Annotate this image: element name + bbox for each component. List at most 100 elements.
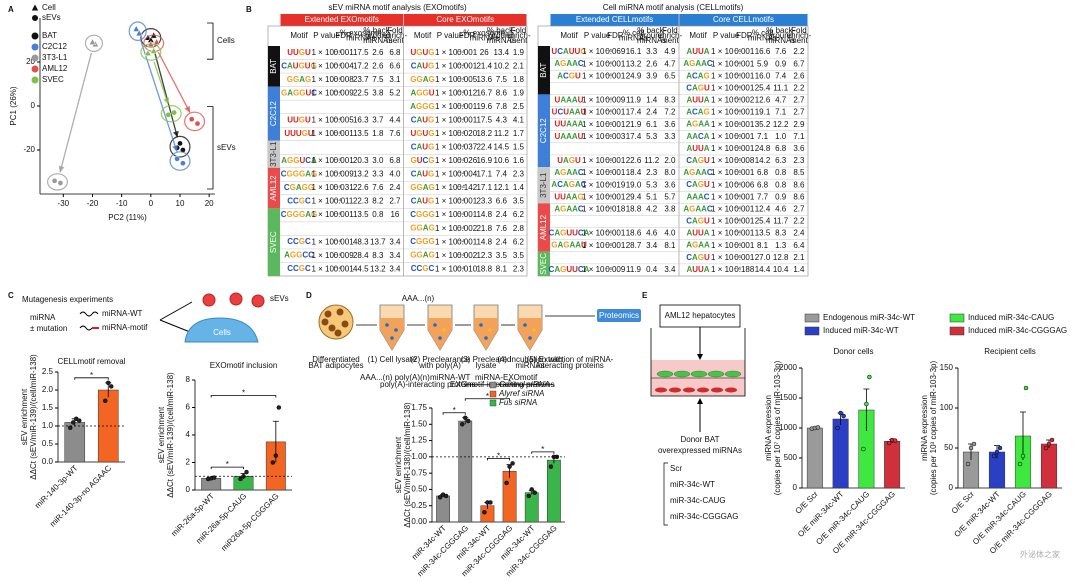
protein [523,323,527,327]
motif: AGAAC [554,59,584,68]
column-header: ment [510,36,529,45]
adipocyte [324,310,332,318]
y-tick-label: -20 [23,145,35,154]
y-tick-label: 2 [186,458,191,467]
y-axis-label: miRNA expression [764,395,773,461]
data-point [864,401,869,407]
diagram-label: miRNA-motif [102,323,148,332]
table-cell: 7.6 [389,129,401,138]
table-cell: 6.8 [389,156,401,165]
table-cell: 4.6 [775,205,787,214]
table-cell: 2.2 [793,217,805,226]
protein [390,336,394,340]
table-cell: 18.8 [476,264,492,273]
step-label: Differentiated [312,355,359,364]
group-ellipse [84,34,104,52]
table-cell: 8.3 [775,229,787,238]
table-cell: 3.7 [372,116,384,125]
motif: AGGCC [284,251,314,260]
table-cell: 17.5 [476,116,492,125]
construct-label: miR-34c-CAUG [670,496,726,505]
significance-bracket [464,398,510,401]
legend-label: sEVs [42,13,61,22]
table-cell: 0.9 [775,192,787,201]
column-header: miRNAs [346,34,375,43]
motif: AAAC [686,192,709,201]
table-cell: 1.8 [372,129,384,138]
group-ellipse [169,151,191,171]
motif: AUUA [686,96,709,105]
table-cell: 2.6 [793,71,805,80]
table-cell: 1.3 [775,241,787,250]
table-cell: 18.4 [626,168,642,177]
column-header: FDR [459,31,476,40]
data-point [994,449,1000,455]
table-cell: 0.001 [734,241,755,250]
legend-swatch [489,381,497,389]
table-cell: 13.2 [370,264,386,273]
table-cell: 6.2 [513,210,525,219]
y-tick-label: 1.5 [42,403,54,412]
arrow [159,301,193,321]
table-cell: 1 × 10⁻⁴ [582,265,613,274]
table-cell: 0.020 [457,129,478,138]
table-cell: 17.2 [353,61,369,70]
table-cell: 0.001 [605,59,626,68]
legend-label: C2C12 [42,42,67,51]
table-cell: 1 × 10⁻⁴ [711,132,742,141]
table-cell: 1 × 10⁻⁴ [311,88,342,97]
panel-label: A [8,5,14,14]
table-cell: 5.3 [646,180,658,189]
x-tick-label: 0 [149,199,154,208]
table-cell: 0.001 [457,116,478,125]
table-cell: 0.001 [605,229,626,238]
table-cell: 16.9 [476,156,492,165]
table-cell: 0.001 [605,192,626,201]
table-cell: 0.001 [734,120,755,129]
table-cell: 0.001 [734,217,755,226]
table-cell: 4.7 [775,96,787,105]
data-point [886,440,892,446]
table-cell: 12.6 [755,96,771,105]
motif: ACAG [686,108,710,117]
motif: GGAG [410,224,434,233]
data-point [77,418,82,423]
legend-marker [31,54,39,62]
legend-swatch [804,313,820,323]
table-cell: 28.7 [626,241,642,250]
table-cell: 35.2 [755,120,771,129]
vesicle [229,292,243,306]
data-point [466,418,471,424]
data-point [504,480,509,486]
motif: ACAG [686,71,710,80]
table-cell: 20.3 [353,156,369,165]
data-point [835,425,840,431]
table-cell: 0.019 [605,180,626,189]
motif: GAGGUC [281,88,317,97]
table-cell: 16.6 [755,47,771,56]
point [132,24,140,32]
column-header: enrich- [383,31,408,40]
table-cell: 22.5 [353,88,369,97]
table-cell: 4.7 [664,59,676,68]
data-point [270,460,276,465]
table-cell: 6.8 [757,168,769,177]
legend-marker [31,76,39,84]
data-point [838,410,843,416]
table-cell: 4.1 [513,116,525,125]
y-tick-label: 1.75 [411,403,427,412]
table-cell: 4.6 [646,229,658,238]
table-cell: 0.001 [605,241,626,250]
column-header: enrich- [658,31,683,40]
y-tick-label: 0 [186,485,191,494]
protein [433,323,437,327]
table-cell: 13.2 [626,59,642,68]
column-header: ment [790,36,809,45]
motif: CAUGUG [281,61,317,70]
table-cell: 0.002 [457,224,478,233]
motif: UUUGU [284,129,314,138]
group-label: BAT [539,63,548,78]
column-header: P value [713,31,740,40]
table-cell: 2.2 [793,47,805,56]
